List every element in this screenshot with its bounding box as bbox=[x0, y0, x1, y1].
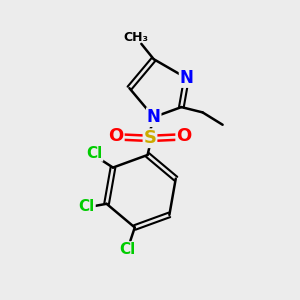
Text: CH₃: CH₃ bbox=[123, 32, 148, 44]
Text: N: N bbox=[180, 69, 194, 87]
Text: O: O bbox=[176, 128, 191, 146]
Text: S: S bbox=[143, 129, 157, 147]
Text: O: O bbox=[109, 128, 124, 146]
Text: Cl: Cl bbox=[79, 199, 95, 214]
Text: Cl: Cl bbox=[86, 146, 103, 161]
Text: Cl: Cl bbox=[119, 242, 136, 257]
Text: N: N bbox=[147, 108, 161, 126]
